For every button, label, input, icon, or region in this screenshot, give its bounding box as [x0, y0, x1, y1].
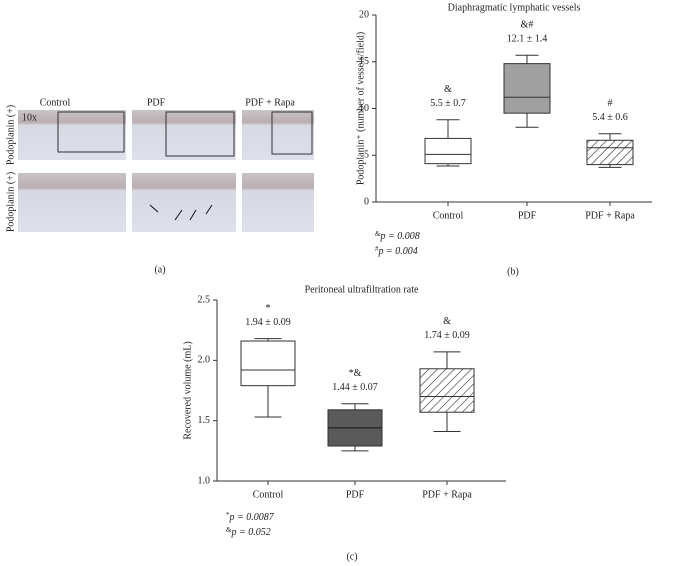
y-tick-label: 2.0	[198, 355, 211, 366]
box	[419, 368, 475, 413]
y-axis-label: Podoplanin⁺ (number of vessels/field)	[355, 32, 366, 185]
row-label: Podoplanin (+)	[5, 105, 16, 165]
panel-label: (b)	[507, 266, 519, 277]
footnote-symbol: #	[375, 245, 379, 253]
micrograph	[242, 110, 314, 160]
footnote-symbol: &	[226, 526, 232, 534]
x-tick-label: Control	[433, 210, 464, 221]
box	[424, 137, 472, 165]
x-tick-label: PDF + Rapa	[585, 210, 635, 221]
annotation: 12.1 ± 1.4	[507, 34, 548, 45]
annotation: 1.74 ± 0.09	[424, 330, 470, 341]
x-tick-label: PDF + Rapa	[422, 489, 472, 500]
zoom-box	[271, 111, 313, 155]
y-tick-label: 20	[359, 9, 369, 20]
y-axis-label: Recovered volume (mL)	[182, 341, 193, 439]
magnification: 10x	[22, 112, 37, 123]
x-tick-label: PDF	[518, 210, 537, 221]
x-tick-label: PDF	[346, 489, 365, 500]
micrograph	[132, 173, 236, 232]
micrograph	[132, 110, 236, 160]
micrograph	[242, 173, 314, 232]
footnote-text: p = 0.008	[379, 231, 419, 242]
zoom-box	[57, 111, 125, 153]
box	[240, 340, 296, 387]
annotation-symbol: #	[608, 98, 613, 109]
annotation: 1.44 ± 0.07	[332, 382, 378, 393]
annotation-symbol: &#	[521, 20, 534, 31]
y-tick-label: 2.5	[198, 294, 211, 305]
y-tick-label: 15	[359, 56, 369, 67]
footnote-symbol: *	[226, 511, 230, 519]
zoom-box	[165, 111, 235, 157]
y-tick-label: 1.5	[198, 415, 211, 426]
footnote: *p = 0.0087	[226, 511, 275, 524]
x-tick-label: Control	[253, 489, 284, 500]
chart-title: Peritoneal ultrafiltration rate	[305, 284, 419, 295]
y-tick-label: 1.0	[198, 475, 211, 486]
footnote-text: p = 0.052	[230, 527, 270, 538]
footnote: &p = 0.008	[375, 230, 420, 243]
annotation-symbol: *&	[349, 368, 362, 379]
y-tick-label: 10	[359, 103, 369, 114]
annotation: 1.94 ± 0.09	[245, 317, 291, 328]
footnote: &p = 0.052	[226, 526, 271, 539]
column-label: PDF	[147, 97, 166, 108]
row-label: Podoplanin (+)	[5, 172, 16, 232]
annotation-symbol: &	[444, 84, 452, 95]
annotation-symbol: *	[266, 303, 271, 314]
annotation-symbol: &	[443, 316, 451, 327]
annotation: 5.5 ± 0.7	[430, 98, 466, 109]
footnote: #p = 0.004	[375, 245, 418, 258]
panel-label: (c)	[346, 551, 357, 562]
column-label: PDF + Rapa	[245, 97, 295, 108]
y-tick-label: 0	[364, 196, 369, 207]
panel-label: (a)	[154, 264, 165, 275]
micrograph	[18, 173, 126, 232]
box	[586, 139, 634, 166]
footnote-text: p = 0.004	[378, 246, 418, 257]
image-panel: Control PDF PDF + Rapa 10x Podoplanin (+…	[5, 97, 314, 275]
footnote-text: p = 0.0087	[229, 512, 275, 523]
box	[503, 63, 551, 114]
arrows	[149, 204, 213, 221]
chart-title: Diaphragmatic lymphatic vessels	[448, 2, 581, 13]
y-tick-label: 5	[364, 150, 369, 161]
column-label: Control	[40, 97, 71, 108]
footnote-symbol: &	[375, 230, 381, 238]
annotation: 5.4 ± 0.6	[592, 112, 628, 123]
